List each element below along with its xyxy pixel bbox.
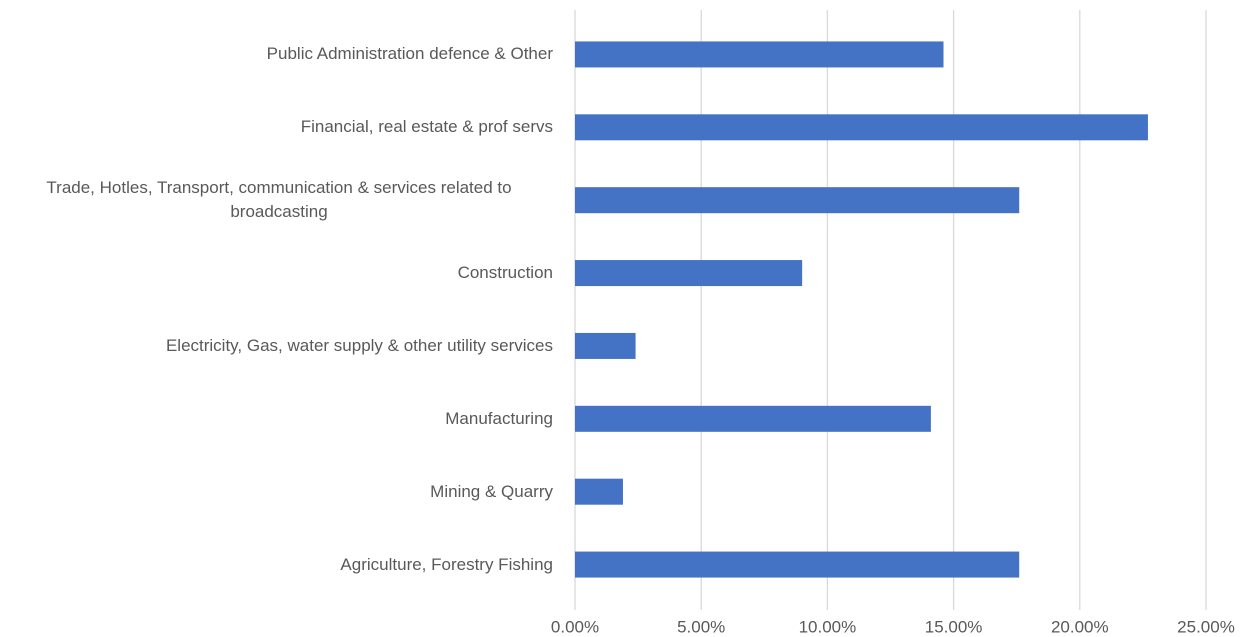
bar [575,187,1020,214]
category-label-box: Mining & Quarry [0,480,553,504]
y-tick-label: Manufacturing [445,408,553,428]
category-label-box: Financial, real estate & prof servs [0,115,553,139]
bar [575,41,944,68]
category-label-box: Electricity, Gas, water supply & other u… [0,334,553,358]
x-tick-label: 10.00% [799,617,857,636]
category-label-box: Manufacturing [0,407,553,431]
y-tick-label: Public Administration defence & Other [266,44,553,64]
bar [575,405,931,432]
x-tick-label: 0.00% [551,617,599,636]
y-tick-label: Electricity, Gas, water supply & other u… [165,335,553,355]
y-tick-label: Mining & Quarry [430,481,553,501]
x-tick-label: 5.00% [677,617,725,636]
bar [575,332,636,359]
x-tick-label: 15.00% [925,617,983,636]
y-tick-label: Trade, Hotles, Transport, communication … [46,178,512,222]
y-tick-label: Agriculture, Forestry Fishing [340,554,553,574]
category-label-box: Public Administration defence & Other [0,42,553,66]
x-tick-label: 20.00% [1051,617,1109,636]
x-tick-label: 25.00% [1177,617,1235,636]
y-tick-label: Financial, real estate & prof servs [300,117,553,137]
bar [575,551,1020,578]
category-label-box: Construction [0,261,553,285]
bar [575,114,1148,141]
bar [575,478,623,505]
category-label-box: Trade, Hotles, Transport, communication … [0,176,553,224]
y-tick-label: Construction [457,263,553,283]
category-label-box: Agriculture, Forestry Fishing [0,553,553,577]
bar [575,260,803,287]
